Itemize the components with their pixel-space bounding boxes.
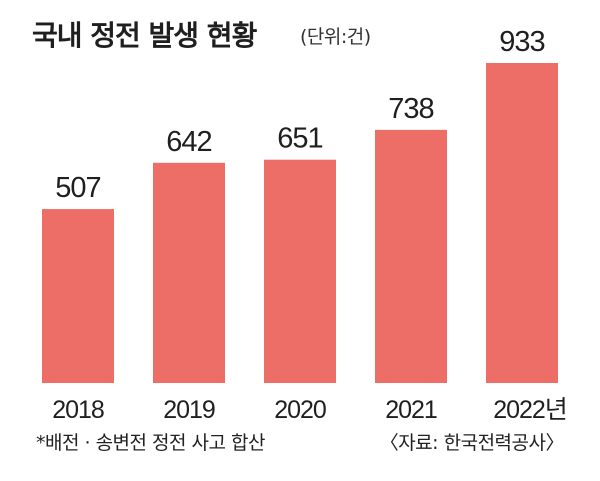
category-label-2021: 2021 — [385, 396, 437, 424]
bar-2019 — [153, 162, 225, 383]
category-label-2018: 2018 — [52, 396, 104, 424]
bar-2022년 — [486, 62, 558, 384]
source-note: 〈자료: 한국전력공사〉 — [379, 432, 565, 454]
footnote: *배전 · 송변전 정전 사고 합산 — [36, 432, 266, 454]
category-labels-group: 2018 2019 2020 2021 2022년 — [52, 396, 568, 424]
category-label-2022년: 2022년 — [493, 396, 567, 424]
value-label-2021: 738 — [388, 93, 433, 125]
bars-group — [42, 62, 558, 384]
bar-2020 — [264, 159, 336, 383]
value-label-2020: 651 — [277, 123, 322, 155]
category-label-2019: 2019 — [163, 396, 215, 424]
category-label-2020: 2020 — [274, 396, 326, 424]
chart-title: 국내 정전 발생 현황 — [32, 19, 257, 52]
value-labels-group: 507 642 651 738 933 — [55, 26, 545, 204]
value-label-2018: 507 — [55, 172, 100, 204]
value-label-2019: 642 — [166, 126, 211, 158]
unit-label: (단위:건) — [300, 26, 371, 48]
value-label-2022년: 933 — [499, 26, 544, 58]
bar-2021 — [375, 129, 447, 383]
bar-2018 — [42, 209, 114, 383]
